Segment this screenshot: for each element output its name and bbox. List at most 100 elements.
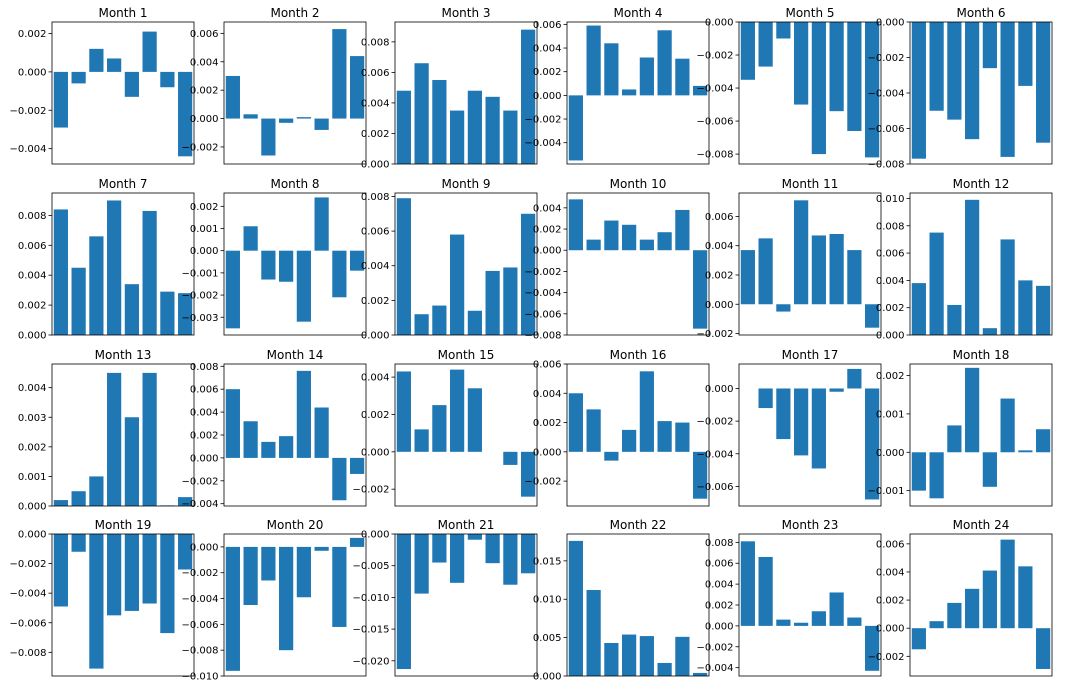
bar xyxy=(124,534,139,611)
y-tick-label: −0.002 xyxy=(9,106,46,117)
subplot-21: Month 21 −0.020 −0.015 −0.010 −0.005 0.000 xyxy=(352,518,538,677)
subplot-13: Month 13 0.000 0.001 0.002 0.003 0.004 xyxy=(18,348,195,513)
bar xyxy=(350,250,365,271)
y-tick-label: 0.008 xyxy=(361,192,390,203)
bar xyxy=(776,619,791,626)
subplot-5: Month 5 −0.008 −0.006 −0.004 −0.002 0.000 xyxy=(696,6,882,165)
y-tick-label: −0.006 xyxy=(9,618,46,629)
y-tick-label: 0.002 xyxy=(361,129,390,140)
bar xyxy=(1018,450,1033,453)
bar xyxy=(865,388,880,500)
axes-frame xyxy=(738,533,882,677)
bar xyxy=(811,22,826,155)
y-tick-label: 0.002 xyxy=(533,225,562,236)
bar xyxy=(776,388,791,440)
y-tick-label: −0.002 xyxy=(696,51,733,62)
bar xyxy=(225,250,240,329)
subplot-10: Month 10 −0.008 −0.006 −0.004 −0.002 0.000 0.0… xyxy=(524,177,710,342)
y-tick-label: 0.002 xyxy=(705,601,734,612)
bar xyxy=(71,267,86,335)
bar xyxy=(107,200,122,335)
bar xyxy=(1018,22,1033,86)
bar xyxy=(225,75,240,119)
bar xyxy=(811,388,826,469)
axes-frame xyxy=(909,192,1053,336)
subplot-11: Month 11 −0.002 0.000 0.002 0.004 0.006 xyxy=(696,177,882,340)
subplot-title: Month 21 xyxy=(438,518,495,532)
bar xyxy=(332,250,347,298)
bar xyxy=(811,235,826,305)
y-tick-label: 0.000 xyxy=(18,331,47,342)
y-tick-label: 0.004 xyxy=(876,276,905,287)
bar xyxy=(503,110,518,164)
bar xyxy=(675,422,690,452)
bar xyxy=(450,234,465,335)
bar xyxy=(53,71,68,128)
y-tick-label: 0.015 xyxy=(533,556,562,567)
subplot-17: Month 17 −0.006 −0.004 −0.002 0.000 xyxy=(696,348,882,507)
y-tick-label: −0.002 xyxy=(524,267,561,278)
y-tick-label: 0.006 xyxy=(190,29,219,40)
bar xyxy=(296,370,311,458)
y-tick-label: 0.002 xyxy=(190,202,219,213)
y-tick-label: 0.004 xyxy=(705,241,734,252)
bar xyxy=(693,451,708,499)
y-tick-label: 0.002 xyxy=(876,596,905,607)
bar xyxy=(1036,22,1051,143)
y-tick-label: 0.000 xyxy=(361,530,390,541)
y-tick-label: 0.004 xyxy=(18,383,47,394)
bar xyxy=(586,590,601,676)
bar xyxy=(947,425,962,453)
bar xyxy=(432,534,447,563)
subplot-title: Month 23 xyxy=(782,518,839,532)
bar xyxy=(314,197,329,251)
bar xyxy=(279,118,294,123)
bar xyxy=(622,634,637,676)
y-tick-label: 0.004 xyxy=(361,98,390,109)
bar xyxy=(160,71,175,88)
axes-frame xyxy=(394,192,538,336)
y-tick-label: −0.001 xyxy=(867,486,904,497)
subplot-title: Month 14 xyxy=(267,348,324,362)
y-tick-label: 0.000 xyxy=(876,18,905,29)
bar xyxy=(89,236,104,335)
y-tick-label: 0.002 xyxy=(18,29,47,40)
y-tick-label: 0.000 xyxy=(361,447,390,458)
subplot-4: Month 4 −0.004 −0.002 0.000 0.002 0.004 0.006 xyxy=(524,6,710,165)
bar xyxy=(604,43,619,96)
y-tick-label: −0.002 xyxy=(867,53,904,64)
y-tick-label: 0.000 xyxy=(533,672,562,683)
bar xyxy=(622,224,637,251)
y-tick-label: −0.002 xyxy=(181,476,218,487)
axes-frame xyxy=(909,363,1053,507)
bar xyxy=(332,29,347,119)
axes-frame xyxy=(566,363,710,507)
bar xyxy=(929,232,944,335)
bar xyxy=(847,617,862,626)
bar xyxy=(467,90,482,164)
y-tick-label: 0.005 xyxy=(533,633,562,644)
bar xyxy=(53,209,68,335)
bar xyxy=(432,80,447,164)
bar xyxy=(929,621,944,629)
bar xyxy=(847,368,862,389)
bar xyxy=(521,29,536,164)
y-tick-label: 0.002 xyxy=(533,418,562,429)
y-tick-label: −0.002 xyxy=(524,477,561,488)
bar xyxy=(639,57,654,96)
bar xyxy=(243,421,258,458)
bar xyxy=(911,628,926,650)
bar xyxy=(414,63,429,165)
bar xyxy=(639,371,654,452)
y-tick-label: −0.002 xyxy=(181,568,218,579)
bar xyxy=(261,250,276,280)
bar xyxy=(811,611,826,626)
bar xyxy=(1036,429,1051,453)
bar xyxy=(947,22,962,120)
axes-frame xyxy=(223,21,367,165)
bar xyxy=(124,284,139,335)
bar xyxy=(521,451,536,497)
bar xyxy=(794,22,809,105)
y-tick-label: −0.008 xyxy=(524,331,561,342)
bar xyxy=(107,534,122,616)
